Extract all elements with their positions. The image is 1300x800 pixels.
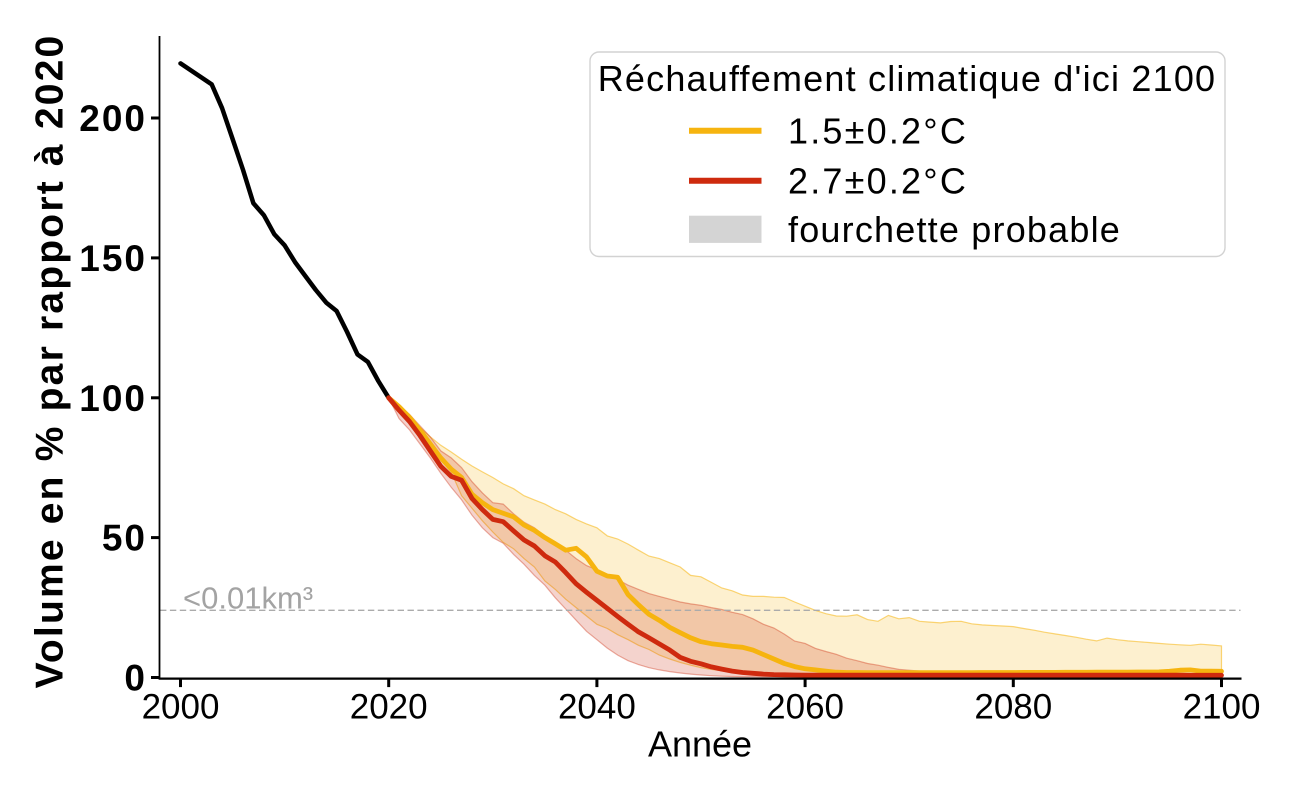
svg-text:2040: 2040 — [558, 688, 636, 727]
svg-text:Année: Année — [648, 724, 752, 765]
svg-text:2.7±0.2°C: 2.7±0.2°C — [788, 160, 968, 201]
svg-text:Réchauffement climatique d'ici: Réchauffement climatique d'ici 2100 — [598, 58, 1217, 99]
svg-text:0: 0 — [124, 658, 147, 699]
svg-text:Volume en % par rapport à 2020: Volume en % par rapport à 2020 — [29, 34, 72, 689]
svg-text:2100: 2100 — [1183, 688, 1261, 727]
svg-text:150: 150 — [79, 238, 147, 279]
svg-text:<0.01km³: <0.01km³ — [183, 581, 313, 616]
svg-text:2080: 2080 — [974, 688, 1052, 727]
svg-text:2060: 2060 — [766, 688, 844, 727]
svg-text:200: 200 — [79, 98, 147, 139]
svg-text:2020: 2020 — [350, 688, 428, 727]
svg-text:fourchette probable: fourchette probable — [788, 209, 1121, 250]
svg-text:1.5±0.2°C: 1.5±0.2°C — [788, 110, 968, 151]
svg-text:2000: 2000 — [142, 688, 220, 727]
svg-text:100: 100 — [79, 378, 147, 419]
svg-text:50: 50 — [102, 518, 147, 559]
